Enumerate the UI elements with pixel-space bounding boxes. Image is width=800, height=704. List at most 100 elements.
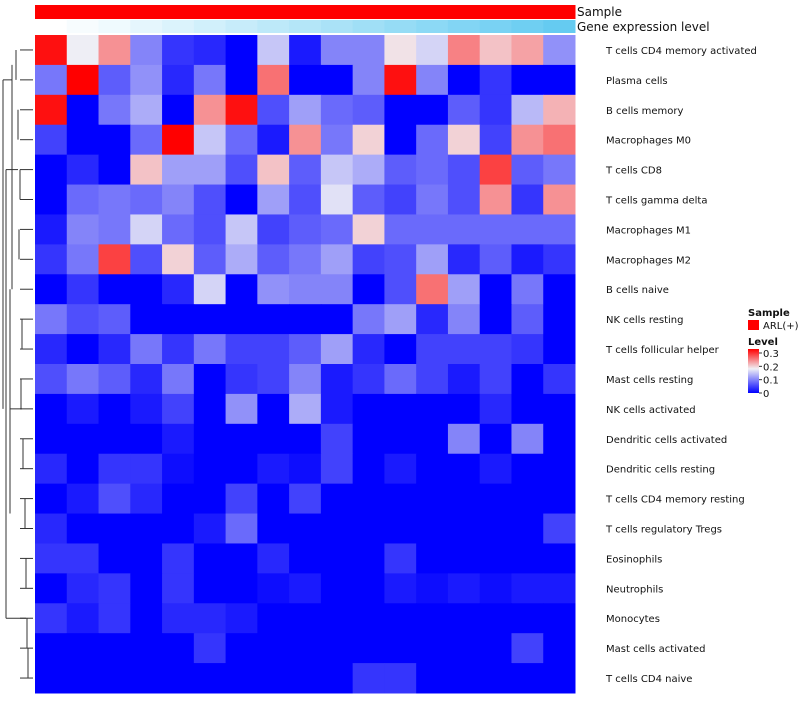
heatmap-cell (352, 633, 385, 664)
heatmap-cell (35, 94, 68, 126)
heatmap-cell (543, 334, 576, 365)
heatmap-cell (130, 214, 163, 245)
heatmap-cell (130, 513, 163, 544)
heatmap-cell (98, 124, 131, 156)
heatmap-cell (225, 423, 258, 455)
heatmap-cell (479, 304, 512, 335)
heatmap-cell (162, 94, 195, 126)
heatmap-cell (543, 573, 576, 604)
heatmap-cell (447, 423, 481, 455)
heatmap-cell (257, 244, 290, 275)
heatmap-cell (66, 124, 100, 156)
heatmap-cell (257, 423, 290, 455)
heatmap-cell (257, 364, 290, 395)
heatmap-cell (479, 543, 512, 574)
heatmap-cell (130, 124, 163, 156)
heatmap-cell (543, 603, 576, 634)
heatmap-cell (225, 64, 258, 96)
heatmap-cell (225, 304, 258, 335)
heatmap-cell (35, 64, 68, 96)
heatmap-cell (193, 603, 227, 634)
heatmap-cell (416, 124, 449, 156)
heatmap-cell (257, 573, 290, 604)
heatmap-cell (289, 124, 322, 156)
expression-annotation-cell (384, 20, 417, 33)
heatmap-cell (257, 633, 290, 664)
sample-track-label: Sample (577, 5, 622, 19)
heatmap-cell (543, 633, 576, 664)
heatmap-cell (289, 633, 322, 664)
heatmap-cell (479, 393, 512, 425)
expression-track-label: Gene expression level (577, 20, 710, 34)
heatmap-cell (257, 334, 290, 365)
heatmap-cell (193, 214, 227, 245)
sample-annotation-cell (289, 5, 322, 19)
heatmap-cell (447, 214, 481, 245)
heatmap-cell (225, 124, 258, 156)
heatmap-cell (416, 364, 449, 395)
heatmap-cell (98, 603, 131, 634)
heatmap-cell (289, 543, 322, 574)
heatmap-cell (98, 35, 131, 66)
heatmap-cell (479, 274, 512, 305)
heatmap-cell (193, 35, 227, 66)
heatmap-cell (225, 453, 258, 485)
heatmap-cell (66, 513, 100, 544)
legend-level-tick-label: 0 (763, 389, 769, 400)
sample-annotation-cell (320, 5, 354, 19)
expression-annotation-cell (289, 20, 322, 33)
row-dendrogram (2, 49, 33, 679)
heatmap-cell (320, 124, 354, 156)
heatmap-cell (35, 124, 68, 156)
sample-annotation-cell (35, 5, 68, 19)
sample-annotation-cell (511, 5, 544, 19)
heatmap-cell (193, 154, 227, 186)
heatmap-cell (320, 633, 354, 664)
heatmap-cell (35, 633, 68, 664)
heatmap-cell (384, 184, 417, 215)
row-label: Mast cells resting (606, 375, 693, 386)
heatmap-cell (35, 334, 68, 365)
heatmap-cell (543, 184, 576, 215)
heatmap-cell (193, 573, 227, 604)
heatmap-cell (447, 154, 481, 186)
sample-annotation-cell (384, 5, 417, 19)
heatmap-cell (66, 663, 100, 694)
heatmap-cell (162, 633, 195, 664)
row-labels: T cells CD4 memory activated Plasma cells… (605, 46, 757, 685)
heatmap-cell (130, 35, 163, 66)
row-label: NK cells resting (606, 315, 683, 326)
heatmap-cell (384, 483, 417, 515)
heatmap-cell (447, 603, 481, 634)
heatmap-cell (193, 334, 227, 365)
heatmap-cell (543, 124, 576, 156)
heatmap-cell (511, 633, 544, 664)
heatmap-cell (447, 453, 481, 485)
heatmap-cell (416, 94, 449, 126)
heatmap-cell (416, 214, 449, 245)
heatmap-cell (511, 304, 544, 335)
heatmap-cell (66, 364, 100, 395)
heatmap-cell (511, 663, 544, 694)
heatmap-cell (479, 124, 512, 156)
heatmap-cell (66, 573, 100, 604)
sample-annotation-cell (130, 5, 163, 19)
heatmap-cell (352, 364, 385, 395)
heatmap-cell (225, 603, 258, 634)
heatmap-cell (66, 35, 100, 66)
heatmap-cell (289, 94, 322, 126)
heatmap-cell (225, 154, 258, 186)
heatmap-cell (289, 663, 322, 694)
heatmap-cell (479, 94, 512, 126)
heatmap-cell (193, 663, 227, 694)
heatmap-cell (352, 304, 385, 335)
heatmap-cell (289, 184, 322, 215)
heatmap-cell (447, 94, 481, 126)
row-label: T cells regulatory Tregs (605, 525, 722, 536)
heatmap-cell (193, 483, 227, 515)
sample-annotation-cell (352, 5, 385, 19)
heatmap-cell (320, 35, 354, 66)
heatmap-cell (225, 513, 258, 544)
heatmap-cell (162, 483, 195, 515)
expression-annotation-cell (416, 20, 449, 33)
